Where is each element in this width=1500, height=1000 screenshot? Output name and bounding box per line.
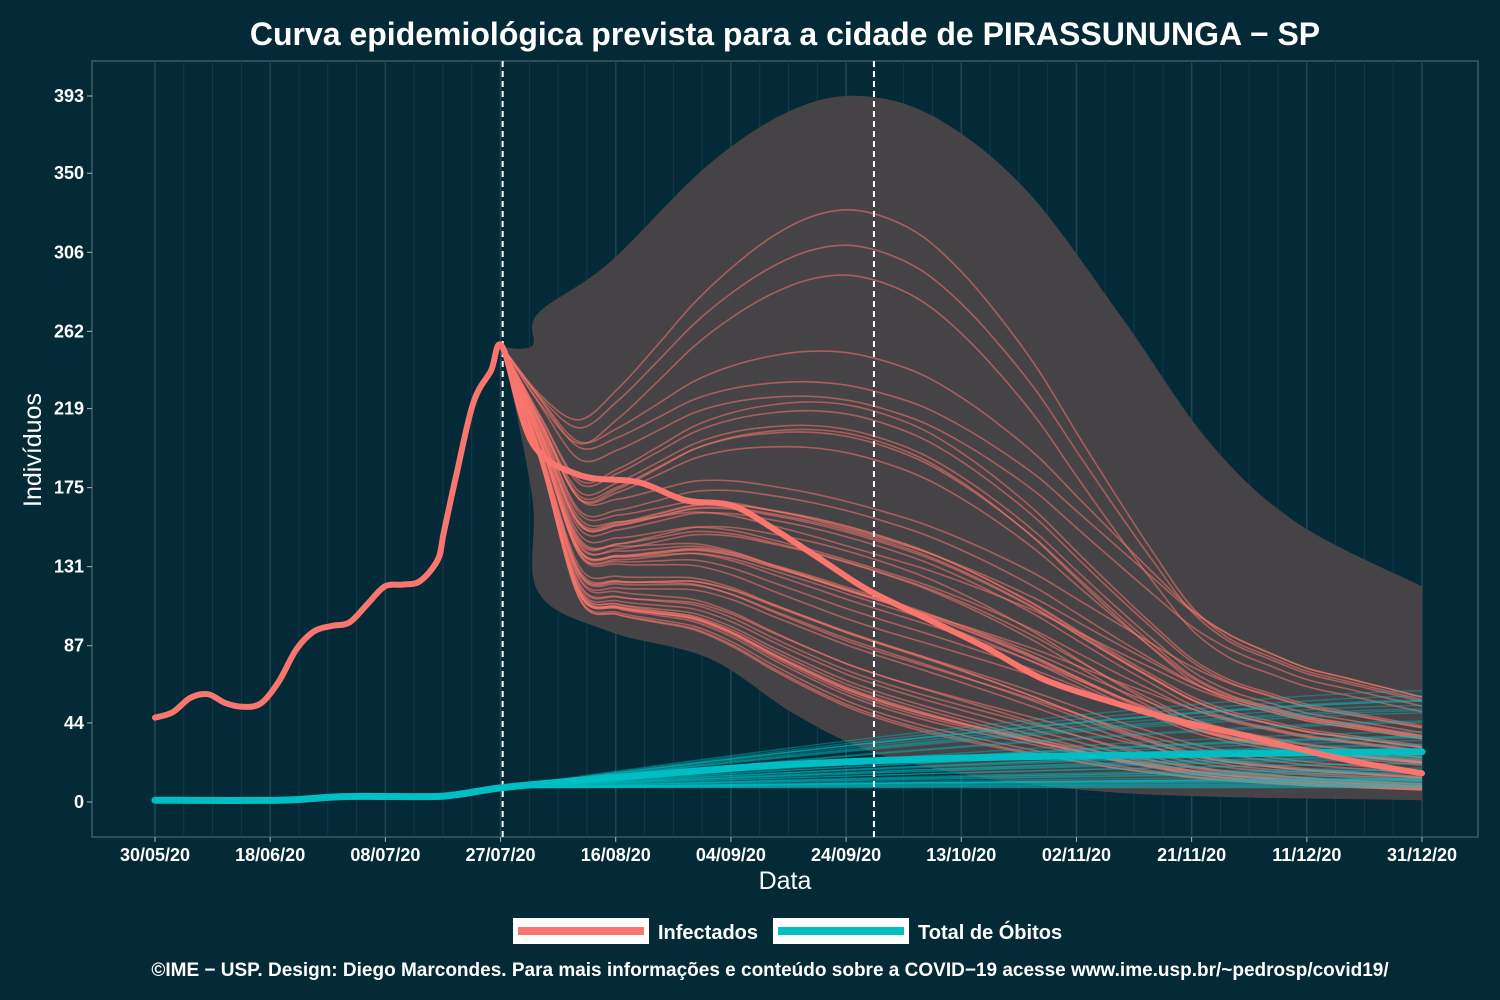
deaths-scenario-line	[502, 700, 1423, 789]
legend-label-infectados: Infectados	[658, 922, 758, 944]
deaths-scenario-line	[502, 744, 1423, 789]
deaths-scenario-line	[502, 779, 1423, 789]
legend: Infectados Total de Óbitos	[513, 918, 1062, 944]
footer-caption: ©IME − USP. Design: Diego Marcondes. Par…	[151, 960, 1389, 981]
infected-scenario-line	[501, 347, 1423, 737]
infected-scenario-line	[501, 347, 1423, 729]
infected-scenario-line	[501, 347, 1423, 783]
x-tick-label: 30/05/20	[120, 845, 190, 865]
infected-scenario-line	[501, 347, 1423, 791]
infected-scenario-line	[501, 347, 1423, 781]
infected-scenario-line	[501, 347, 1423, 753]
deaths-scenario-line	[502, 695, 1423, 789]
deaths-scenario-line	[502, 757, 1423, 789]
deaths-scenario-line	[502, 784, 1423, 789]
infected-scenario-line	[501, 347, 1423, 789]
deaths-scenario-line	[502, 778, 1423, 789]
plot-area: 0 44 87 131 175 219 262 306 350 393 30/05/20 18/06…	[54, 60, 1479, 865]
deaths-scenario-line	[502, 786, 1423, 789]
legend-label-obitos: Total de Óbitos	[918, 920, 1062, 944]
x-tick-label: 11/12/20	[1272, 845, 1341, 865]
deaths-scenario-line	[502, 777, 1423, 789]
deaths-scenario-line	[502, 755, 1423, 789]
x-tick-label: 18/06/20	[235, 845, 305, 865]
x-axis-label: Data	[759, 867, 812, 895]
series-line-infectados	[152, 341, 1425, 777]
y-axis-label: Indivíduos	[19, 393, 47, 507]
deaths-scenario-line	[502, 769, 1423, 789]
deaths-scenario-line	[502, 708, 1423, 789]
x-tick-label: 27/07/20	[466, 845, 536, 865]
x-tick-label: 16/08/20	[581, 845, 651, 865]
deaths-scenario-line	[502, 759, 1423, 789]
series-line-obitos	[151, 748, 1426, 804]
y-tick-label: 175	[54, 478, 84, 498]
x-tick-label: 08/07/20	[350, 845, 420, 865]
legend-item-obitos: Total de Óbitos	[773, 918, 1062, 944]
deaths-scenario-line	[502, 700, 1423, 789]
chart-title: Curva epidemiológica prevista para a cid…	[250, 16, 1320, 52]
y-tick-label: 262	[54, 321, 84, 341]
deaths-scenario-line	[502, 769, 1423, 789]
x-tick-label: 02/11/20	[1042, 845, 1111, 865]
deaths-scenario-line	[502, 709, 1423, 789]
x-tick-labels: 30/05/20 18/06/20 08/07/20 27/07/20 16/08/20…	[120, 837, 1457, 865]
deaths-scenario-line	[502, 762, 1423, 789]
deaths-scenario-line	[502, 690, 1423, 789]
y-tick-label: 393	[54, 86, 84, 106]
y-tick-label: 87	[64, 636, 84, 656]
x-tick-label: 24/09/20	[811, 845, 881, 865]
infected-scenario-line	[501, 347, 1423, 752]
x-tick-label: 13/10/20	[926, 845, 996, 865]
infected-scenario-line	[501, 347, 1423, 740]
y-tick-label: 350	[54, 163, 84, 183]
deaths-scenario-line	[502, 756, 1423, 789]
deaths-scenario-line	[502, 783, 1422, 789]
legend-item-infectados: Infectados	[513, 918, 758, 944]
deaths-scenario-line	[502, 780, 1423, 789]
main-series	[151, 341, 1426, 804]
x-tick-label: 04/09/20	[696, 845, 766, 865]
y-tick-label: 219	[54, 399, 84, 419]
projection-band-layer	[502, 95, 1422, 801]
infected-scenario-line	[502, 244, 1423, 703]
infected-scenario-line	[501, 347, 1423, 734]
infected-scenario-line	[501, 347, 1423, 786]
infected-scenario-line	[501, 347, 1423, 752]
y-tick-label: 131	[54, 557, 84, 577]
deaths-scenario-line	[502, 783, 1423, 789]
infected-scenario-line	[501, 347, 1423, 729]
deaths-scenario-line	[502, 763, 1423, 789]
infected-scenario-line	[501, 347, 1423, 727]
deaths-scenario-line	[502, 778, 1423, 789]
x-tick-label: 21/11/20	[1157, 845, 1226, 865]
infected-scenario-line	[501, 347, 1423, 773]
deaths-scenario-line	[502, 704, 1423, 789]
deaths-scenario-line	[502, 778, 1423, 789]
infected-scenario-line	[502, 274, 1423, 713]
infected-scenario-line	[502, 347, 1423, 707]
deaths-scenario-line	[502, 767, 1423, 789]
y-tick-label: 44	[64, 713, 84, 733]
y-tick-label: 0	[74, 792, 84, 812]
deaths-scenario-line	[502, 699, 1423, 789]
infected-scenario-line	[501, 347, 1423, 779]
infected-scenario-line	[502, 347, 1423, 698]
deaths-scenario-line	[502, 781, 1423, 789]
x-tick-label: 31/12/20	[1387, 845, 1457, 865]
infected-scenario-line	[501, 347, 1423, 788]
infected-scenario-line	[502, 208, 1423, 701]
y-tick-labels: 0 44 87 131 175 219 262 306 350 393	[54, 86, 92, 812]
deaths-scenario-line	[502, 775, 1423, 789]
deaths-scenario-line	[502, 772, 1423, 789]
projection-band	[502, 95, 1422, 801]
infected-scenario-line	[501, 347, 1423, 749]
y-tick-label: 306	[54, 242, 84, 262]
infected-scenario-line	[501, 347, 1423, 738]
deaths-scenario-line	[502, 771, 1423, 789]
